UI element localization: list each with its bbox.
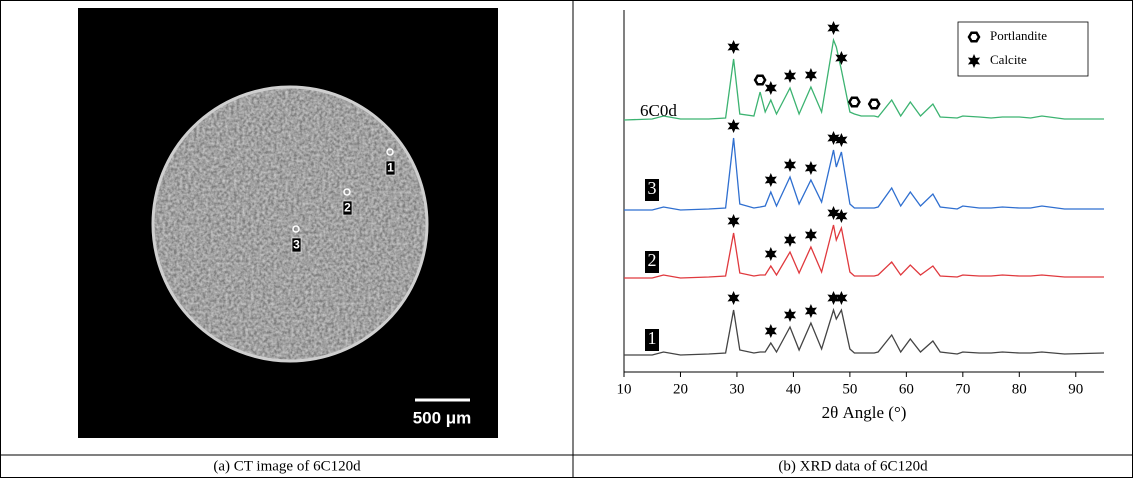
- x-tick-label: 70: [955, 381, 970, 397]
- calcite-marker: [727, 40, 740, 54]
- calcite-marker: [967, 54, 981, 68]
- ct-point-label: 2: [344, 201, 351, 215]
- portlandite-marker: [967, 31, 981, 43]
- x-axis-label: 2θ Angle (°): [822, 403, 907, 422]
- ct-point: [343, 188, 351, 196]
- calcite-marker: [764, 81, 777, 95]
- ct-point-label: 3: [293, 238, 300, 252]
- x-tick-label: 90: [1068, 381, 1083, 397]
- calcite-marker: [835, 291, 848, 305]
- series-label: 3: [648, 178, 657, 198]
- series-label: 2: [648, 250, 657, 270]
- calcite-marker: [804, 228, 817, 242]
- calcite-marker: [727, 119, 740, 133]
- portlandite-marker: [867, 98, 881, 110]
- calcite-marker: [804, 161, 817, 175]
- calcite-marker: [727, 214, 740, 228]
- series-label: 1: [648, 328, 657, 348]
- x-tick-label: 60: [899, 381, 914, 397]
- portlandite-marker: [847, 96, 861, 108]
- scale-bar-label: 500 μm: [413, 408, 472, 427]
- ct-point-label: 1: [387, 161, 394, 175]
- x-tick-label: 80: [1012, 381, 1027, 397]
- calcite-marker: [827, 131, 840, 145]
- calcite-marker: [784, 233, 797, 247]
- calcite-marker: [784, 308, 797, 322]
- x-tick-label: 40: [786, 381, 801, 397]
- calcite-marker: [804, 68, 817, 82]
- series-label-box: [645, 329, 659, 351]
- ct-point-label-box: [385, 160, 396, 176]
- x-tick-label: 50: [842, 381, 857, 397]
- x-tick-label: 30: [729, 381, 744, 397]
- calcite-marker: [827, 291, 840, 305]
- ct-point-label-box: [291, 237, 302, 253]
- calcite-marker: [835, 133, 848, 147]
- caption: (b) XRD data of 6C120d: [778, 458, 928, 474]
- series-label-box: [645, 251, 659, 273]
- calcite-marker: [784, 69, 797, 83]
- calcite-marker: [784, 158, 797, 172]
- series-label-box: [645, 179, 659, 201]
- ct-specimen: [152, 86, 428, 362]
- calcite-marker: [764, 173, 777, 187]
- ct-point: [292, 225, 300, 233]
- xrd-line: [624, 224, 1104, 279]
- calcite-marker: [835, 209, 848, 223]
- x-tick-label: 10: [617, 381, 632, 397]
- legend-label: Calcite: [990, 52, 1027, 67]
- xrd-line: [624, 307, 1105, 356]
- calcite-marker: [764, 324, 777, 338]
- legend-label: Portlandite: [990, 28, 1047, 43]
- portlandite-marker: [753, 74, 767, 86]
- series-label: 6C0d: [640, 101, 677, 120]
- caption: (a) CT image of 6C120d: [213, 458, 361, 474]
- legend-box: [957, 21, 1089, 77]
- calcite-marker: [827, 206, 840, 220]
- calcite-marker: [835, 51, 848, 65]
- x-tick-label: 20: [673, 381, 688, 397]
- calcite-marker: [764, 247, 777, 261]
- xrd-line: [624, 137, 1104, 211]
- xrd-line: [623, 37, 1104, 121]
- ct-point-label-box: [342, 200, 353, 216]
- calcite-marker: [827, 21, 840, 35]
- calcite-marker: [804, 304, 817, 318]
- calcite-marker: [727, 291, 740, 305]
- ct-rim: [151, 85, 429, 363]
- ct-point: [386, 148, 394, 156]
